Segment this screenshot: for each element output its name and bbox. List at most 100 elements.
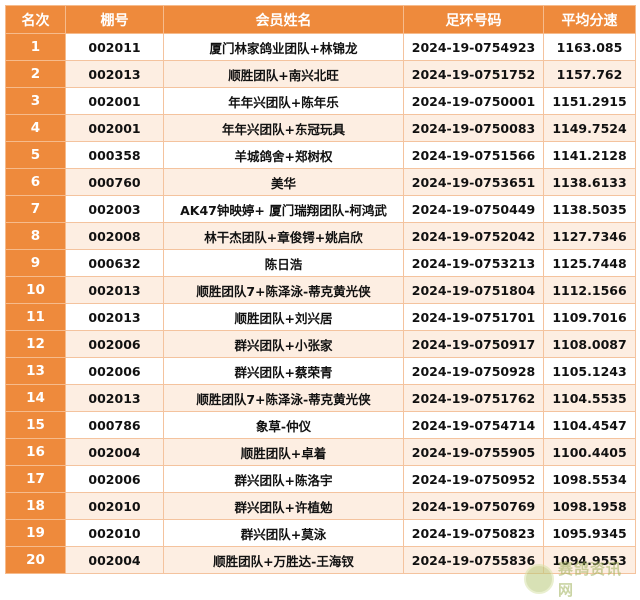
- cell-rank: 20: [5, 546, 66, 574]
- table-row: 14 002013 顺胜团队7+陈泽泳-蒂克黄光侠 2024-19-0751762 11…: [5, 384, 636, 412]
- cell-member-name: 顺胜团队7+陈泽泳-蒂克黄光侠: [163, 384, 404, 412]
- table-row: 16 002004 顺胜团队+卓着 2024-19-0755905 1100.4405: [5, 438, 636, 466]
- cell-average-speed: 1141.2128: [543, 141, 636, 169]
- cell-average-speed: 1112.1566: [543, 276, 636, 304]
- cell-loft: 002006: [65, 357, 164, 385]
- cell-member-name: 群兴团队+陈洛宇: [163, 465, 404, 493]
- cell-rank: 17: [5, 465, 66, 493]
- cell-ring-number: 2024-19-0750823: [403, 519, 544, 547]
- cell-rank: 11: [5, 303, 66, 331]
- table-header: 名次 棚号 会员姓名 足环号码 平均分速: [5, 5, 636, 34]
- cell-average-speed: 1094.9553: [543, 546, 636, 574]
- cell-rank: 7: [5, 195, 66, 223]
- cell-ring-number: 2024-19-0755905: [403, 438, 544, 466]
- cell-ring-number: 2024-19-0750083: [403, 114, 544, 142]
- cell-rank: 2: [5, 60, 66, 88]
- header-loft: 棚号: [65, 5, 164, 34]
- cell-ring-number: 2024-19-0750449: [403, 195, 544, 223]
- cell-member-name: 年年兴团队+东冠玩具: [163, 114, 404, 142]
- cell-loft: 000760: [65, 168, 164, 196]
- cell-member-name: 顺胜团队+万胜达-王海钗: [163, 546, 404, 574]
- table-row: 11 002013 顺胜团队+刘兴居 2024-19-0751701 1109.7016: [5, 303, 636, 331]
- table-row: 12 002006 群兴团队+小张家 2024-19-0750917 1108.0087: [5, 330, 636, 358]
- cell-rank: 1: [5, 33, 66, 61]
- table-body: 1 002011 厦门林家鸽业团队+林锦龙 2024-19-0754923 1163.0…: [5, 33, 636, 574]
- cell-member-name: 厦门林家鸽业团队+林锦龙: [163, 33, 404, 61]
- cell-loft: 002013: [65, 384, 164, 412]
- cell-rank: 5: [5, 141, 66, 169]
- cell-member-name: 羊城鸽舍+郑树权: [163, 141, 404, 169]
- table-row: 20 002004 顺胜团队+万胜达-王海钗 2024-19-0755836 1094.…: [5, 546, 636, 574]
- cell-rank: 6: [5, 168, 66, 196]
- cell-loft: 002006: [65, 465, 164, 493]
- header-ring-number: 足环号码: [403, 5, 544, 34]
- header-member-name: 会员姓名: [163, 5, 404, 34]
- cell-loft: 002004: [65, 546, 164, 574]
- cell-member-name: 陈日浩: [163, 249, 404, 277]
- cell-ring-number: 2024-19-0754923: [403, 33, 544, 61]
- cell-loft: 002010: [65, 492, 164, 520]
- cell-loft: 002001: [65, 87, 164, 115]
- cell-rank: 14: [5, 384, 66, 412]
- table-row: 19 002010 群兴团队+莫泳 2024-19-0750823 1095.9345: [5, 519, 636, 547]
- table-row: 10 002013 顺胜团队7+陈泽泳-蒂克黄光侠 2024-19-0751804 11…: [5, 276, 636, 304]
- cell-member-name: 顺胜团队7+陈泽泳-蒂克黄光侠: [163, 276, 404, 304]
- table-row: 5 000358 羊城鸽舍+郑树权 2024-19-0751566 1141.2128: [5, 141, 636, 169]
- cell-ring-number: 2024-19-0750928: [403, 357, 544, 385]
- table-row: 17 002006 群兴团队+陈洛宇 2024-19-0750952 1098.5534: [5, 465, 636, 493]
- cell-loft: 002003: [65, 195, 164, 223]
- cell-rank: 12: [5, 330, 66, 358]
- cell-member-name: 象草-仲仪: [163, 411, 404, 439]
- cell-ring-number: 2024-19-0751752: [403, 60, 544, 88]
- table-row: 18 002010 群兴团队+许植勉 2024-19-0750769 1098.1958: [5, 492, 636, 520]
- cell-average-speed: 1151.2915: [543, 87, 636, 115]
- cell-average-speed: 1098.1958: [543, 492, 636, 520]
- cell-member-name: 林干杰团队+章俊锷+姚启欣: [163, 222, 404, 250]
- results-table: 名次 棚号 会员姓名 足环号码 平均分速 1 002011 厦门林家鸽业团队+林锦龙…: [5, 5, 636, 574]
- table-row: 4 002001 年年兴团队+东冠玩具 2024-19-0750083 1149.752…: [5, 114, 636, 142]
- cell-ring-number: 2024-19-0755836: [403, 546, 544, 574]
- cell-ring-number: 2024-19-0751566: [403, 141, 544, 169]
- cell-rank: 9: [5, 249, 66, 277]
- cell-rank: 4: [5, 114, 66, 142]
- cell-ring-number: 2024-19-0751804: [403, 276, 544, 304]
- cell-ring-number: 2024-19-0752042: [403, 222, 544, 250]
- cell-member-name: AK47钟映婷+ 厦门瑞翔团队-柯鸿武: [163, 195, 404, 223]
- cell-rank: 3: [5, 87, 66, 115]
- cell-average-speed: 1095.9345: [543, 519, 636, 547]
- cell-rank: 16: [5, 438, 66, 466]
- cell-loft: 000632: [65, 249, 164, 277]
- cell-member-name: 群兴团队+蔡荣青: [163, 357, 404, 385]
- cell-loft: 002001: [65, 114, 164, 142]
- cell-average-speed: 1138.5035: [543, 195, 636, 223]
- cell-average-speed: 1098.5534: [543, 465, 636, 493]
- cell-loft: 002013: [65, 60, 164, 88]
- cell-ring-number: 2024-19-0753213: [403, 249, 544, 277]
- cell-loft: 000786: [65, 411, 164, 439]
- cell-member-name: 顺胜团队+刘兴居: [163, 303, 404, 331]
- cell-average-speed: 1157.762: [543, 60, 636, 88]
- header-rank: 名次: [5, 5, 66, 34]
- cell-average-speed: 1109.7016: [543, 303, 636, 331]
- cell-average-speed: 1100.4405: [543, 438, 636, 466]
- cell-member-name: 顺胜团队+南兴北旺: [163, 60, 404, 88]
- table-row: 7 002003 AK47钟映婷+ 厦门瑞翔团队-柯鸿武 2024-19-075044…: [5, 195, 636, 223]
- table-row: 6 000760 美华 2024-19-0753651 1138.6133: [5, 168, 636, 196]
- cell-ring-number: 2024-19-0750917: [403, 330, 544, 358]
- cell-member-name: 年年兴团队+陈年乐: [163, 87, 404, 115]
- table-row: 9 000632 陈日浩 2024-19-0753213 1125.7448: [5, 249, 636, 277]
- watermark-seal-icon: [524, 564, 554, 594]
- cell-average-speed: 1127.7346: [543, 222, 636, 250]
- cell-loft: 002013: [65, 276, 164, 304]
- cell-rank: 10: [5, 276, 66, 304]
- watermark-text: 赛鸽资讯网: [558, 560, 623, 599]
- cell-loft: 002004: [65, 438, 164, 466]
- cell-ring-number: 2024-19-0750001: [403, 87, 544, 115]
- cell-loft: 002008: [65, 222, 164, 250]
- cell-average-speed: 1149.7524: [543, 114, 636, 142]
- cell-ring-number: 2024-19-0753651: [403, 168, 544, 196]
- table-row: 8 002008 林干杰团队+章俊锷+姚启欣 2024-19-0752042 1127.…: [5, 222, 636, 250]
- cell-ring-number: 2024-19-0750769: [403, 492, 544, 520]
- cell-average-speed: 1104.4547: [543, 411, 636, 439]
- table-row: 13 002006 群兴团队+蔡荣青 2024-19-0750928 1105.1243: [5, 357, 636, 385]
